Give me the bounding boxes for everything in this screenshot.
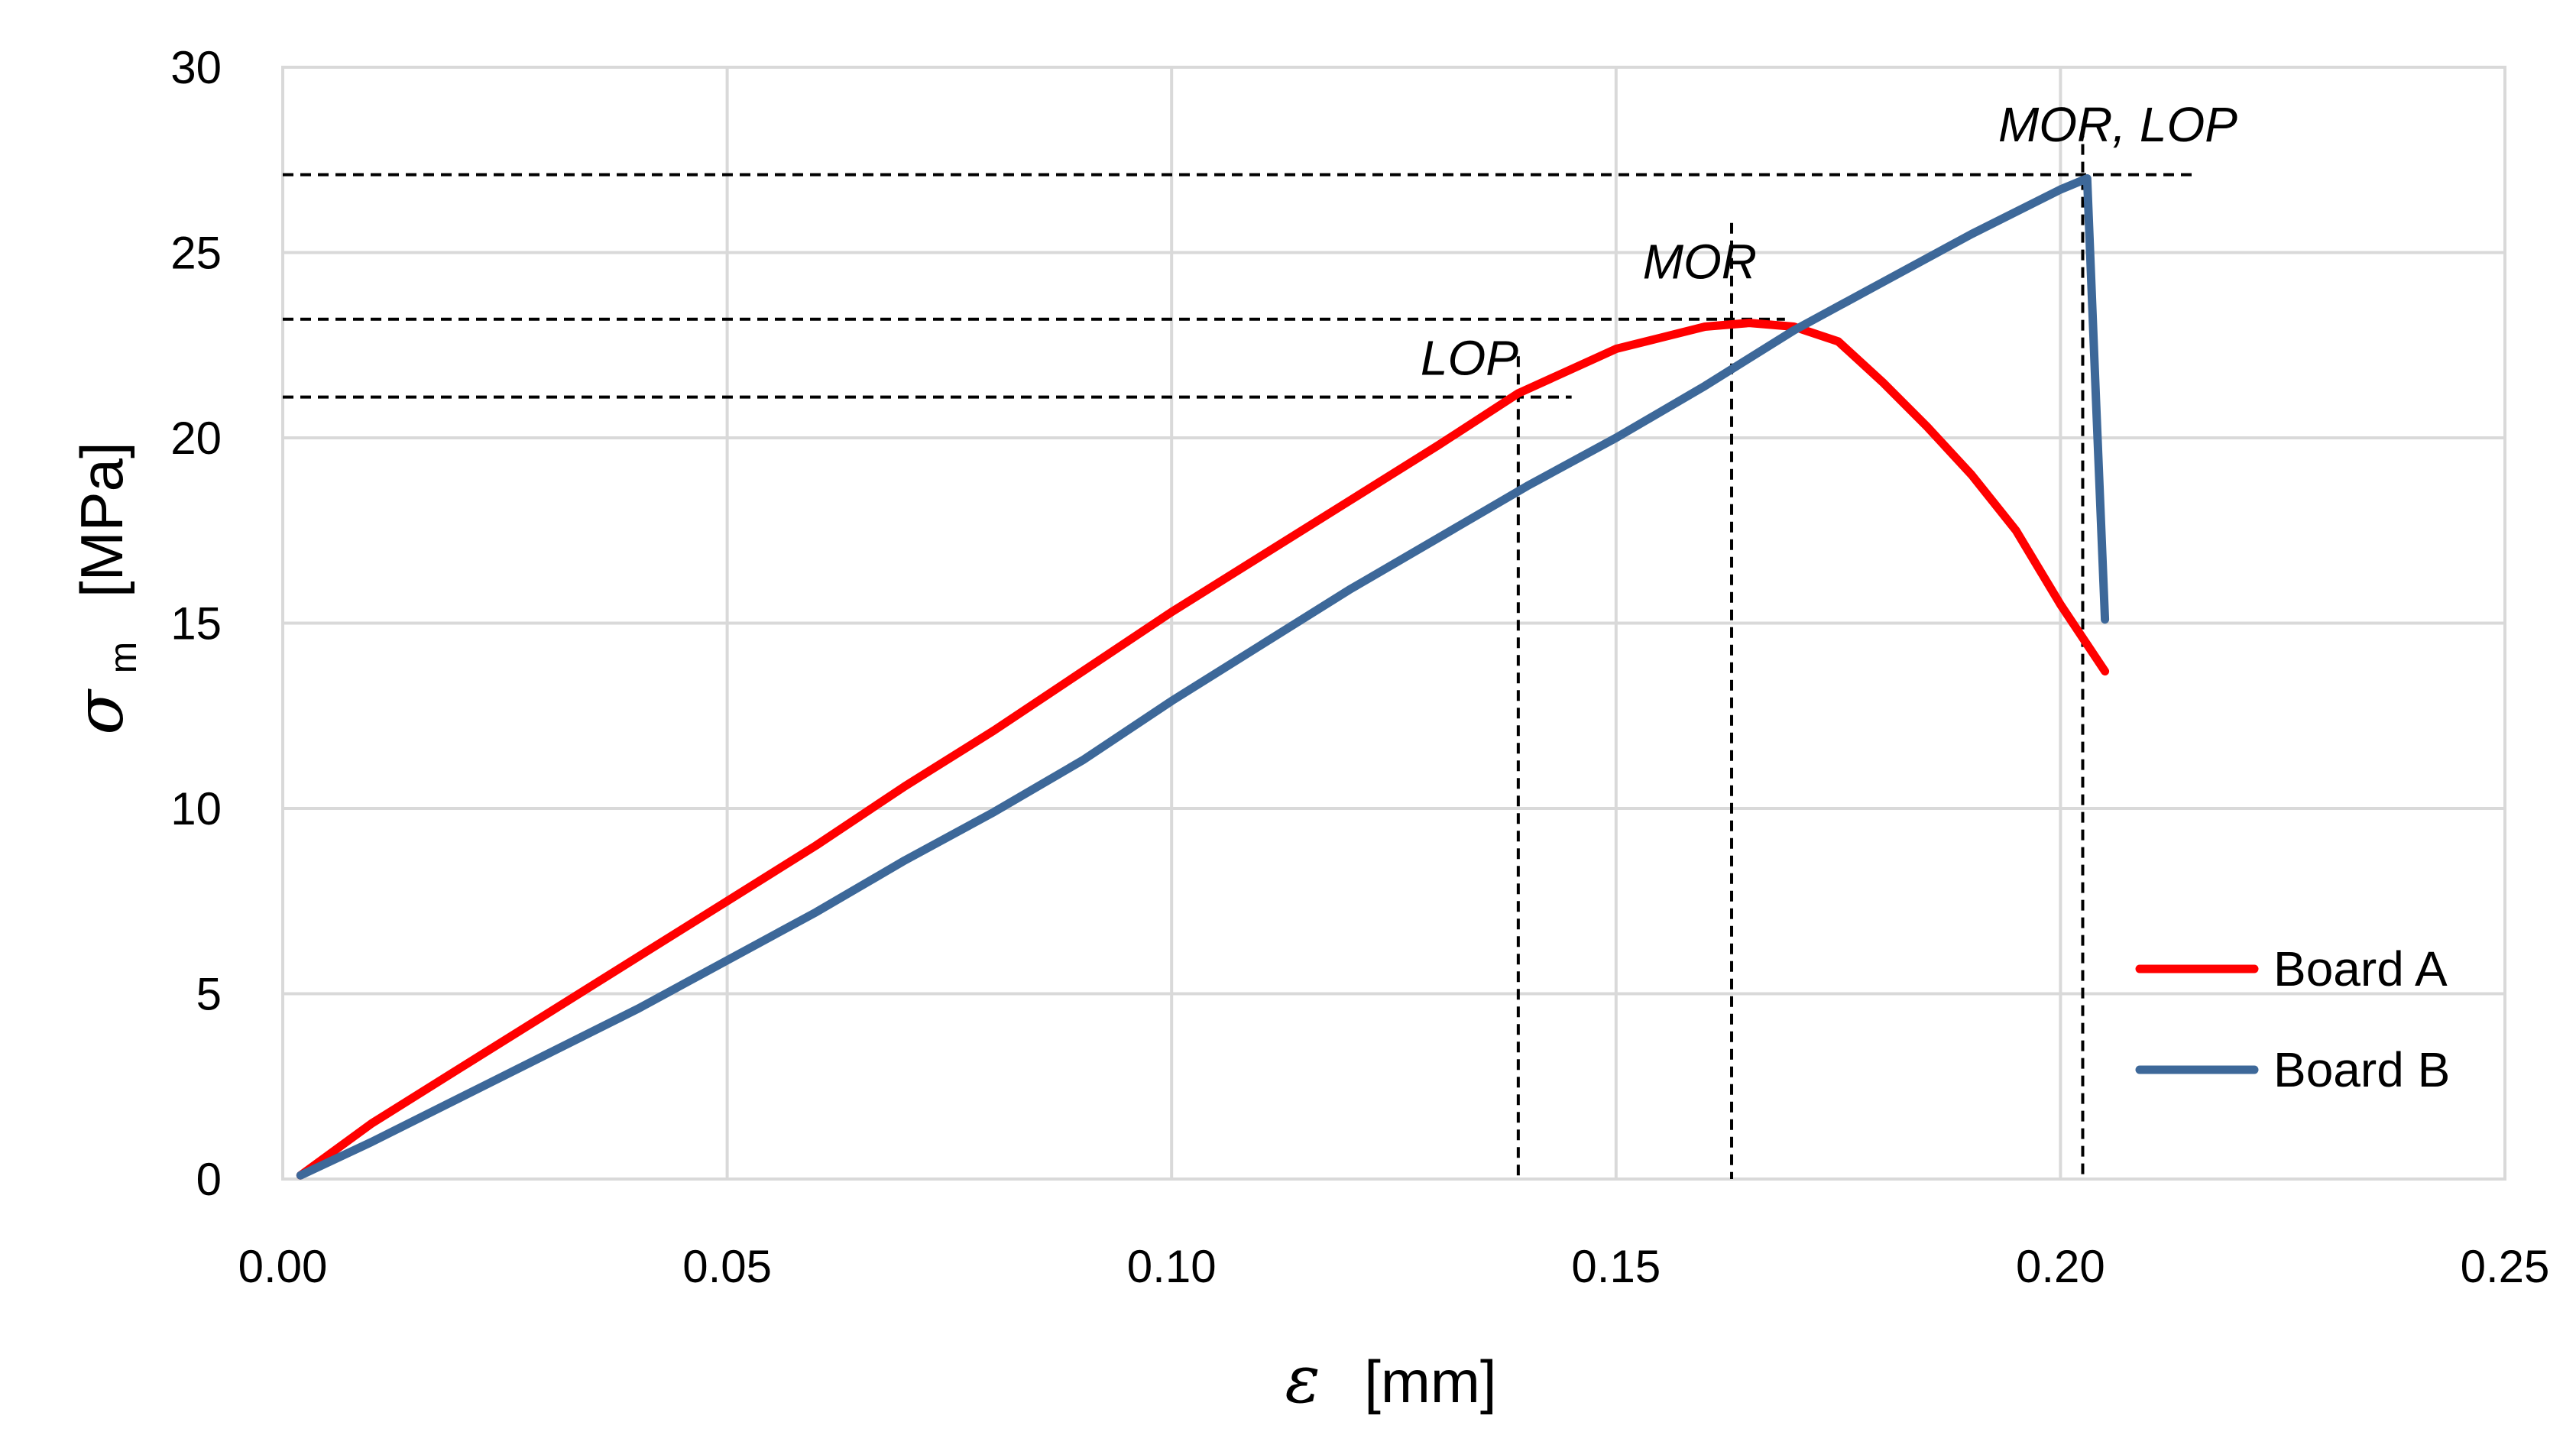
tick-labels: 0 5 10 15 20 25 30 0.00 0.05 0.10 0.15 0.20 0.25 xyxy=(170,42,2549,1292)
y-axis-title: σ m [MPa] xyxy=(62,442,149,734)
y-tick-label: 20 xyxy=(170,413,222,464)
legend-label-board-a: Board A xyxy=(2273,941,2448,996)
plot-area-border xyxy=(281,66,2506,1181)
y-tick-label: 15 xyxy=(170,598,222,649)
legend: Board A Board B xyxy=(2135,941,2450,1097)
y-tick-label: 10 xyxy=(170,783,222,834)
series-line-board-b xyxy=(296,174,2110,1180)
x-tick-label: 0.10 xyxy=(1127,1241,1217,1292)
grid-layer xyxy=(281,66,2506,1181)
legend-label-board-b: Board B xyxy=(2273,1042,2450,1097)
y-axis-symbol: σ xyxy=(62,688,138,735)
x-tick-label: 0.15 xyxy=(1571,1241,1661,1292)
annotation-label: MOR, LOP xyxy=(1998,97,2237,152)
reference-lines xyxy=(283,126,2194,1179)
x-tick-label: 0.05 xyxy=(682,1241,772,1292)
y-tick-label: 0 xyxy=(196,1154,222,1205)
x-tick-label: 0.20 xyxy=(2016,1241,2105,1292)
x-tick-label: 0.25 xyxy=(2461,1241,2550,1292)
annotation-label: MOR xyxy=(1643,234,1757,289)
y-axis-subscript: m xyxy=(102,642,144,674)
y-tick-label: 30 xyxy=(170,42,222,93)
x-tick-label: 0.00 xyxy=(238,1241,328,1292)
x-axis-symbol: ε xyxy=(1285,1342,1320,1418)
y-tick-label: 5 xyxy=(196,969,222,1020)
x-axis-title: ε [mm] xyxy=(1285,1342,1496,1418)
y-tick-label: 25 xyxy=(170,228,222,279)
x-axis-unit: [mm] xyxy=(1364,1348,1496,1415)
annotation-label: LOP xyxy=(1421,331,1518,386)
annotations: LOP MOR MOR, LOP xyxy=(1421,97,2237,386)
series-line-board-a xyxy=(296,319,2110,1180)
y-axis-unit: [MPa] xyxy=(68,442,135,598)
series-layer xyxy=(296,174,2110,1180)
